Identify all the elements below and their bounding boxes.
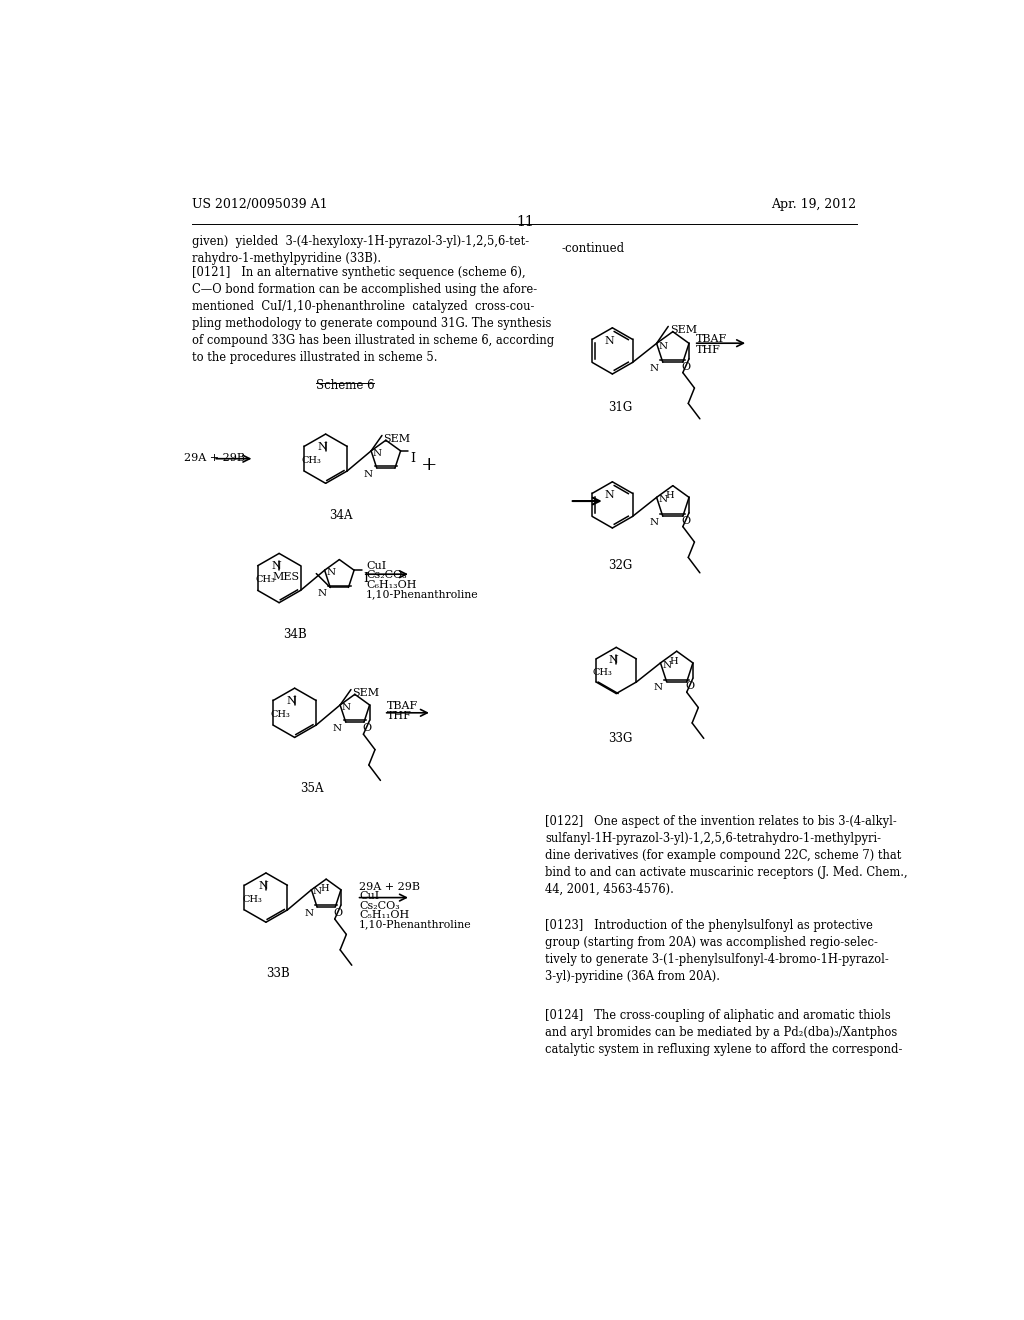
Text: CuI: CuI [359, 891, 379, 902]
Text: O: O [685, 681, 694, 692]
Text: N: N [287, 696, 296, 706]
Text: 31G: 31G [608, 401, 632, 414]
Text: THF: THF [387, 711, 412, 721]
Text: 33G: 33G [608, 733, 632, 744]
Text: Cs₂CO₃: Cs₂CO₃ [359, 900, 399, 911]
Text: N: N [608, 655, 618, 665]
Text: I: I [364, 572, 369, 585]
Text: CH₃: CH₃ [302, 455, 322, 465]
Text: N: N [342, 702, 351, 711]
Text: O: O [681, 516, 690, 525]
Text: 29A + 29B: 29A + 29B [183, 453, 245, 462]
Text: CH₃: CH₃ [243, 895, 262, 903]
Text: MES: MES [272, 572, 299, 582]
Text: CH₃: CH₃ [593, 668, 612, 677]
Text: O: O [361, 723, 371, 734]
Text: N: N [271, 561, 281, 572]
Text: [0121]   In an alternative synthetic sequence (scheme 6),
C—O bond formation can: [0121] In an alternative synthetic seque… [191, 267, 554, 364]
Text: N: N [658, 342, 668, 351]
Text: CuI: CuI [366, 561, 386, 572]
Text: O: O [333, 908, 342, 919]
Text: -continued: -continued [562, 242, 625, 255]
Text: CH₃: CH₃ [255, 576, 275, 583]
Text: H: H [669, 657, 678, 665]
Text: Cs₂CO₃: Cs₂CO₃ [366, 570, 407, 581]
Text: N: N [304, 908, 313, 917]
Text: 11: 11 [516, 215, 534, 230]
Text: 29A + 29B: 29A + 29B [359, 882, 420, 892]
Text: N: N [650, 517, 658, 527]
Text: N: N [604, 490, 614, 499]
Text: N: N [663, 660, 672, 669]
Text: [0123]   Introduction of the phenylsulfonyl as protective
group (starting from 2: [0123] Introduction of the phenylsulfony… [545, 919, 889, 983]
Text: [0124]   The cross-coupling of aliphatic and aromatic thiols
and aryl bromides c: [0124] The cross-coupling of aliphatic a… [545, 1010, 902, 1056]
Text: N: N [653, 684, 663, 693]
Text: N: N [650, 364, 658, 372]
Text: SEM: SEM [352, 688, 380, 698]
Text: 34A: 34A [330, 508, 353, 521]
Text: TBAF: TBAF [696, 334, 727, 345]
Text: [0122]   One aspect of the invention relates to bis 3-(4-alkyl-
sulfanyl-1H-pyra: [0122] One aspect of the invention relat… [545, 816, 907, 896]
Text: N: N [313, 887, 323, 896]
Text: 1,10-Phenanthroline: 1,10-Phenanthroline [366, 589, 478, 599]
Text: given)  yielded  3-(4-hexyloxy-1H-pyrazol-3-yl)-1,2,5,6-tet-
rahydro-1-methylpyr: given) yielded 3-(4-hexyloxy-1H-pyrazol-… [191, 235, 528, 265]
Text: SEM: SEM [670, 325, 697, 335]
Text: N: N [364, 470, 373, 479]
Text: N: N [658, 495, 668, 504]
Text: US 2012/0095039 A1: US 2012/0095039 A1 [191, 198, 328, 211]
Text: 1,10-Phenanthroline: 1,10-Phenanthroline [359, 919, 472, 929]
Text: N: N [258, 880, 267, 891]
Text: H: H [666, 491, 674, 500]
Text: C₅H₁₁OH: C₅H₁₁OH [359, 909, 410, 920]
Text: H: H [319, 883, 329, 892]
Text: O: O [681, 362, 690, 372]
Text: N: N [373, 449, 382, 458]
Text: N: N [333, 723, 342, 733]
Text: TBAF: TBAF [387, 701, 418, 711]
Text: 32G: 32G [608, 558, 632, 572]
Text: +: + [421, 455, 437, 474]
Text: SEM: SEM [384, 434, 411, 444]
Text: I: I [410, 453, 415, 466]
Text: Apr. 19, 2012: Apr. 19, 2012 [771, 198, 856, 211]
Text: Scheme 6: Scheme 6 [315, 379, 375, 392]
Text: N: N [317, 442, 328, 451]
Text: C₆H₁₃OH: C₆H₁₃OH [366, 579, 417, 590]
Text: N: N [317, 589, 327, 598]
Text: N: N [604, 335, 614, 346]
Text: 35A: 35A [300, 781, 324, 795]
Text: N: N [327, 568, 335, 577]
Text: 34B: 34B [283, 628, 306, 642]
Text: CH₃: CH₃ [271, 710, 291, 718]
Text: 33B: 33B [265, 966, 290, 979]
Text: THF: THF [696, 345, 721, 355]
